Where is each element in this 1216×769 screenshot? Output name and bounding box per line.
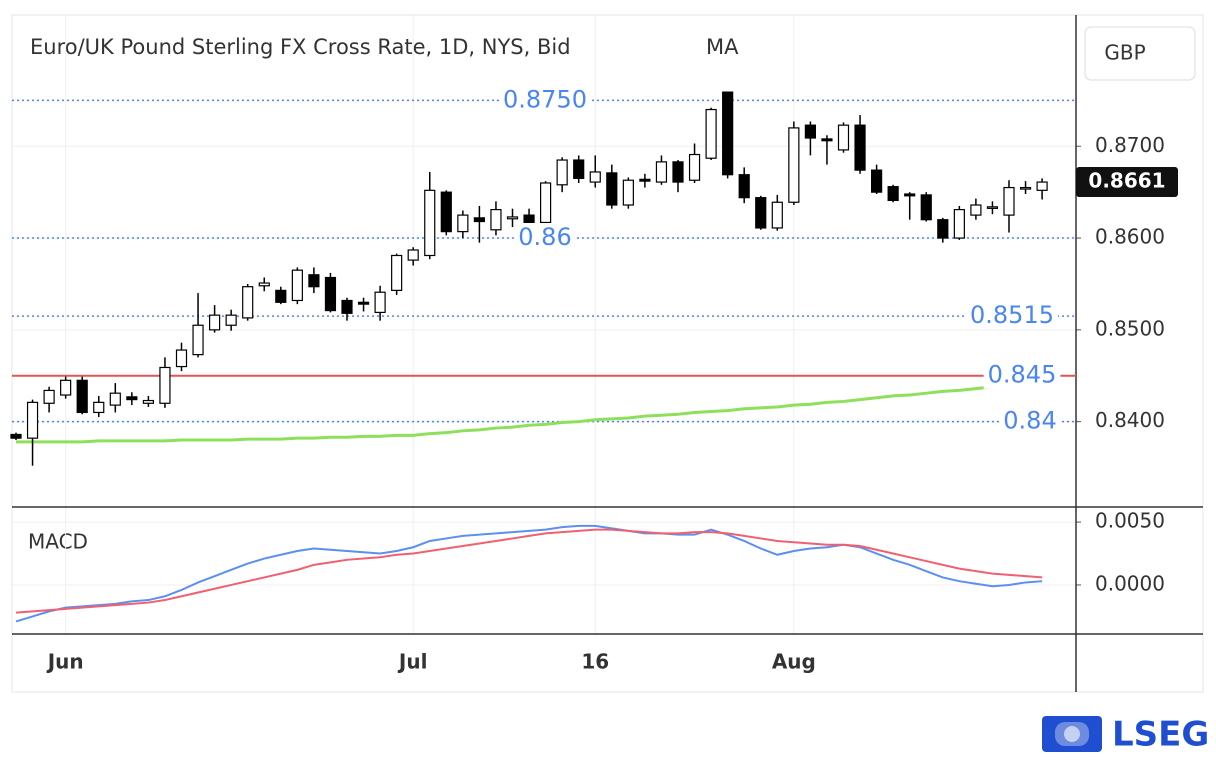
currency-box (1084, 26, 1196, 81)
candle-body (506, 216, 519, 220)
candle-body (539, 182, 552, 224)
candle-body (622, 179, 634, 206)
y-tick-label: 0.8500 (1095, 316, 1165, 340)
candle-body (904, 193, 916, 197)
candle-body (440, 191, 452, 233)
candle-body (937, 219, 949, 239)
candle-body (771, 201, 783, 229)
macd-title: MACD (28, 530, 88, 554)
level-label: 0.86 (518, 223, 571, 251)
candle-body (142, 399, 154, 404)
currency: GBP (1104, 41, 1145, 65)
candle-body (192, 324, 204, 356)
ma-legend: MA (706, 35, 739, 59)
candle-body (970, 204, 982, 216)
candle-body (821, 138, 833, 142)
chart-frame (11, 14, 1204, 693)
candle-body (870, 169, 883, 193)
brand: LSEG (1112, 715, 1209, 755)
candle-body (291, 269, 303, 302)
candle-body (26, 401, 39, 439)
moving-average (16, 380, 1043, 444)
candle-body (490, 208, 502, 231)
y-tick-label: 0.0050 (1095, 509, 1165, 533)
level-label-bg (514, 223, 576, 252)
candle-body (60, 379, 72, 396)
candle-body (788, 127, 800, 203)
candle-body (854, 124, 866, 171)
x-tick-label: 16 (581, 650, 609, 674)
candle-body (473, 217, 485, 223)
candle-body (722, 91, 734, 176)
series-line (15, 524, 1043, 623)
candle-body (424, 189, 436, 257)
level-label-bg (999, 406, 1061, 435)
candle-body (589, 171, 601, 183)
candle-body (523, 214, 535, 224)
y-tick-label: 0.8600 (1095, 225, 1165, 249)
candle-body (258, 282, 270, 287)
candle-body (242, 286, 254, 319)
level-label-bg (966, 301, 1058, 330)
candle-body (953, 208, 965, 239)
y-tick-label: 0.0000 (1095, 571, 1165, 595)
candle-body (755, 197, 767, 229)
x-tick-label: Jul (397, 650, 428, 674)
candle-body (43, 389, 55, 404)
chart-title: Euro/UK Pound Sterling FX Cross Rate, 1D… (30, 35, 571, 59)
candle-body (672, 161, 684, 183)
candle-body (341, 299, 353, 314)
candle-body (407, 249, 419, 261)
candle-body (556, 159, 568, 186)
candle-body (225, 314, 237, 326)
y-tick-label: 0.8700 (1095, 133, 1165, 157)
candle-body (159, 366, 171, 404)
candle-body (705, 108, 717, 159)
level-label-bg (499, 85, 591, 114)
candle-body (920, 194, 932, 221)
candle-body (324, 276, 337, 312)
last-price: 0.8661 (1088, 169, 1165, 193)
candle-body (1036, 181, 1048, 191)
level-label: 0.8750 (503, 85, 587, 113)
candle-body (655, 161, 668, 183)
candle-body (175, 349, 188, 368)
level-label: 0.8515 (970, 301, 1054, 329)
candle-body (76, 379, 88, 414)
candle-body (738, 174, 750, 199)
brand-logo (1042, 716, 1102, 752)
candle-body (275, 289, 287, 303)
candle-body (837, 124, 850, 151)
candle-body (573, 159, 585, 179)
candle-body (93, 401, 105, 414)
candle-body (986, 206, 999, 209)
candle-body (804, 124, 817, 139)
candle-body (10, 433, 22, 439)
candle-body (887, 186, 899, 202)
candle-body (606, 172, 618, 206)
candle-body (357, 301, 370, 305)
x-tick-label: Jun (46, 650, 84, 674)
candle-body (1003, 186, 1015, 216)
candle-body (1019, 186, 1032, 190)
y-tick-label: 0.8400 (1095, 408, 1165, 432)
level-label-bg (983, 360, 1061, 389)
candle-body (109, 392, 121, 406)
candle-body (374, 291, 386, 314)
candle-body (126, 396, 138, 401)
candle-body (688, 153, 701, 181)
x-tick-label: Aug (772, 650, 816, 674)
candle-body (457, 214, 469, 233)
candle-body (209, 314, 221, 331)
level-label: 0.845 (988, 361, 1057, 389)
last-price-box (1076, 167, 1178, 198)
series-line (15, 528, 1043, 614)
level-label: 0.84 (1003, 407, 1056, 435)
candle-body (639, 178, 651, 182)
candle-body (308, 274, 320, 288)
candle-body (391, 254, 403, 291)
